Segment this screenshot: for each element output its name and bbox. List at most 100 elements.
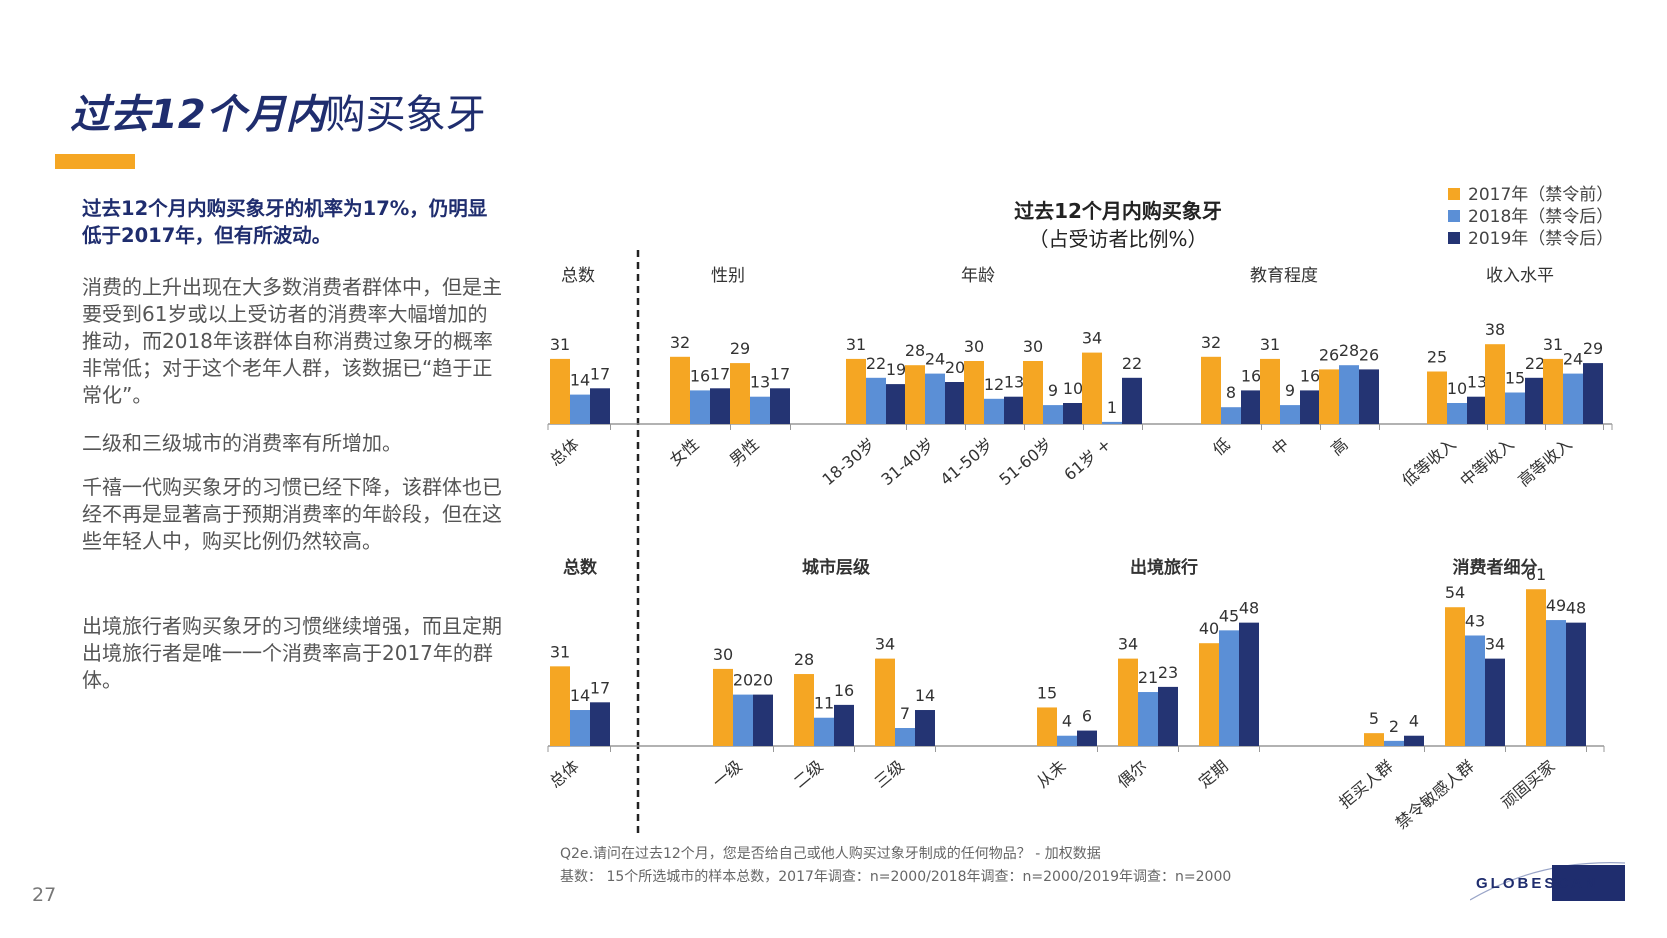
bar xyxy=(1427,371,1447,424)
bar-value-label: 31 xyxy=(1260,335,1280,354)
bar xyxy=(1260,358,1280,424)
bar-value-label: 9 xyxy=(1048,381,1058,400)
bar xyxy=(1467,396,1487,424)
bar xyxy=(590,388,610,424)
bar xyxy=(1122,377,1142,424)
legend-label: 2017年（禁令前） xyxy=(1468,185,1613,205)
bar-value-label: 14 xyxy=(915,686,935,705)
bar-value-label: 34 xyxy=(1118,635,1138,654)
bar xyxy=(1037,707,1057,746)
bar-value-label: 15 xyxy=(1505,369,1525,388)
bar xyxy=(846,358,866,424)
legend-swatch xyxy=(1448,232,1460,244)
category-label: 总体 xyxy=(546,757,583,792)
category-label: 男性 xyxy=(726,435,763,470)
category-label: 一级 xyxy=(709,757,746,792)
bar xyxy=(1384,740,1404,746)
category-label: 61岁 + xyxy=(1060,435,1114,485)
category-label: 三级 xyxy=(871,757,908,792)
bar xyxy=(1505,392,1525,424)
bar xyxy=(1339,365,1359,424)
bar-value-label: 31 xyxy=(1543,335,1563,354)
bar-value-label: 6 xyxy=(1082,707,1092,726)
bar-value-label: 24 xyxy=(925,350,945,369)
bar xyxy=(1004,396,1024,424)
bar xyxy=(814,717,834,746)
bar-value-label: 30 xyxy=(713,645,733,664)
group-label: 消费者细分 xyxy=(1453,557,1538,578)
bar xyxy=(1280,405,1300,424)
bar xyxy=(1404,735,1424,746)
bar xyxy=(1138,692,1158,746)
bar-value-label: 28 xyxy=(905,341,925,360)
headline: 过去12个月内购买象牙的机率为17%，仍明显低于2017年，但有所波动。 xyxy=(82,197,488,247)
category-label: 低等收入 xyxy=(1398,435,1459,491)
bar xyxy=(1118,658,1138,746)
bar-value-label: 30 xyxy=(1023,337,1043,356)
bar xyxy=(1445,607,1465,746)
legend-label: 2018年（禁令后） xyxy=(1468,207,1613,227)
bar xyxy=(570,710,590,746)
bar-value-label: 32 xyxy=(670,333,690,352)
bar-value-label: 5 xyxy=(1369,709,1379,728)
bar-value-label: 29 xyxy=(730,339,750,358)
group-label: 城市层级 xyxy=(802,557,870,578)
page-number: 27 xyxy=(32,884,57,906)
bar xyxy=(964,361,984,424)
bar xyxy=(1364,733,1384,746)
group-label: 出境旅行 xyxy=(1130,557,1198,578)
footnote-question: Q2e.请问在过去12个月，您是否给自己或他人购买过象牙制成的任何物品？ - 加… xyxy=(560,846,1101,862)
svg-text:GLOBESCAN: GLOBESCAN xyxy=(1476,875,1599,892)
category-label: 二级 xyxy=(790,757,827,792)
bar xyxy=(753,694,773,746)
page-title: 过去12个月内购买象牙 xyxy=(70,82,486,140)
bar-value-label: 4 xyxy=(1062,712,1072,731)
bar xyxy=(1485,658,1505,746)
bar xyxy=(1526,589,1546,746)
bar xyxy=(1219,630,1239,746)
bar xyxy=(945,382,965,424)
category-label: 31-40岁 xyxy=(877,435,937,490)
bar-value-label: 23 xyxy=(1158,663,1178,682)
bar xyxy=(1201,356,1221,424)
bar-value-label: 17 xyxy=(590,364,610,383)
globescan-logo: GLOBESCAN xyxy=(1470,862,1625,901)
legend-swatch xyxy=(1448,188,1460,200)
category-label: 总体 xyxy=(546,435,583,470)
bar-value-label: 38 xyxy=(1485,320,1505,339)
bar-value-label: 16 xyxy=(1300,366,1320,385)
category-label: 41-50岁 xyxy=(936,435,996,490)
bar-value-label: 26 xyxy=(1319,345,1339,364)
bar-value-label: 16 xyxy=(1241,366,1261,385)
bar xyxy=(1077,730,1097,746)
bar-value-label: 13 xyxy=(750,373,770,392)
bar-value-label: 34 xyxy=(875,635,895,654)
bar xyxy=(1563,373,1583,424)
bar-value-label: 25 xyxy=(1427,348,1447,367)
group-label: 教育程度 xyxy=(1250,266,1318,286)
bar-value-label: 22 xyxy=(866,354,886,373)
bar-value-label: 16 xyxy=(834,681,854,700)
legend-label: 2019年（禁令后） xyxy=(1468,229,1613,249)
bar xyxy=(1359,369,1379,424)
bar-value-label: 45 xyxy=(1219,606,1239,625)
bar-value-label: 29 xyxy=(1583,339,1603,358)
bar-value-label: 14 xyxy=(570,371,590,390)
bar xyxy=(1525,377,1545,424)
bar-value-label: 49 xyxy=(1546,596,1566,615)
category-label: 高 xyxy=(1327,435,1351,460)
category-label: 从未 xyxy=(1033,757,1070,792)
category-label: 定期 xyxy=(1195,757,1232,792)
bar xyxy=(794,674,814,746)
bar xyxy=(1043,405,1063,424)
category-label: 中等收入 xyxy=(1456,435,1517,491)
bar-value-label: 32 xyxy=(1201,333,1221,352)
bar-value-label: 14 xyxy=(570,686,590,705)
bar-value-label: 48 xyxy=(1239,599,1259,618)
bar-value-label: 40 xyxy=(1199,619,1219,638)
bar xyxy=(1199,643,1219,746)
bar xyxy=(1057,735,1077,746)
category-label: 顽固买家 xyxy=(1497,757,1558,813)
page-title-rest: 购买象牙 xyxy=(325,92,486,138)
bar xyxy=(1063,403,1083,424)
